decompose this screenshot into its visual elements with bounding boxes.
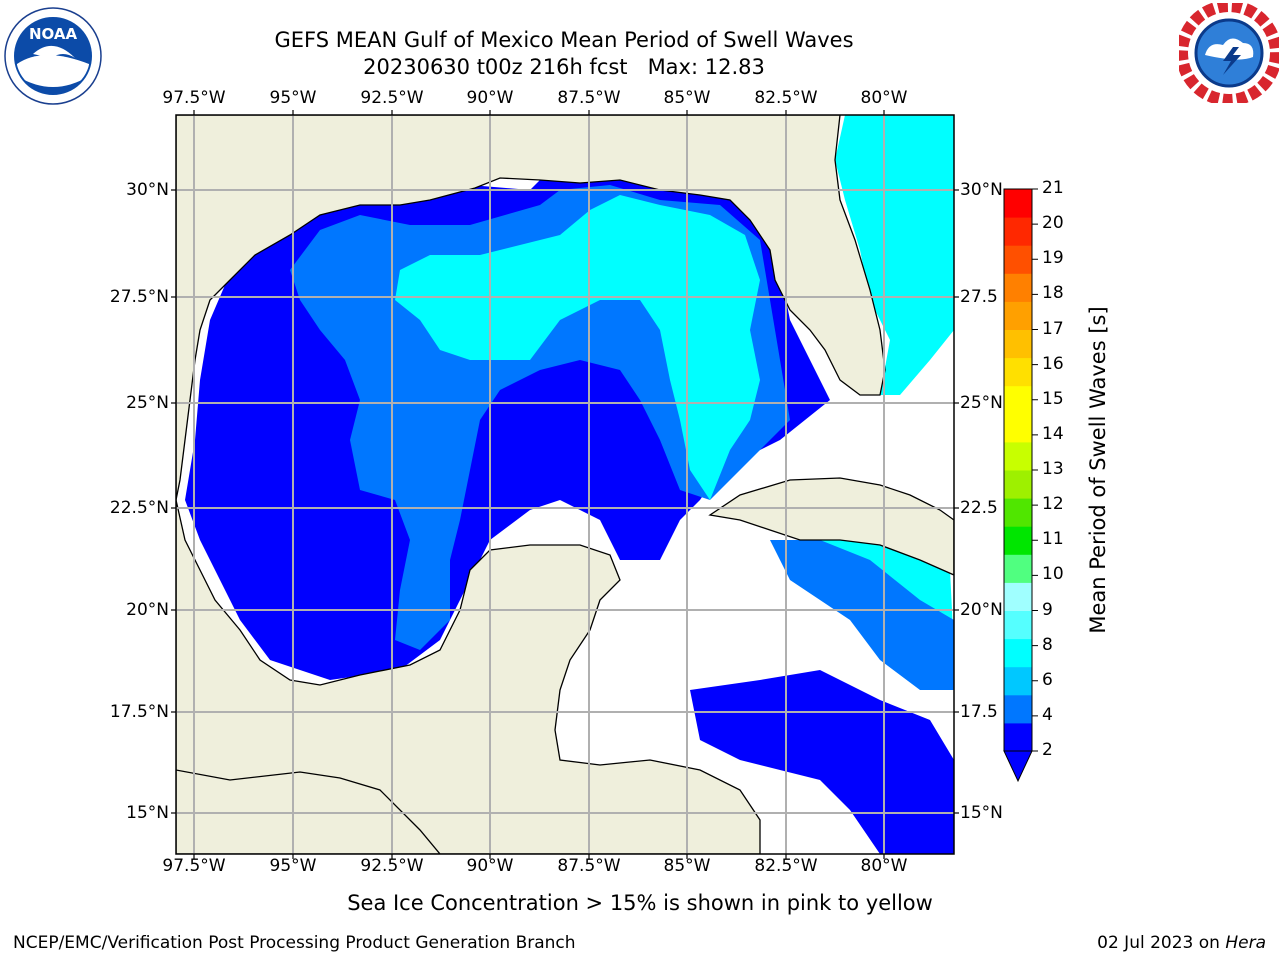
lat-label-left: 27.5°N <box>109 287 169 307</box>
lon-label-top: 85°W <box>663 88 711 108</box>
lon-label-top: 95°W <box>269 88 317 108</box>
land-mexico <box>176 499 761 854</box>
colorbar-swatch <box>1004 329 1032 359</box>
lon-label-bottom: 95°W <box>269 856 317 876</box>
noaa-logo-text: NOAA <box>29 25 78 43</box>
colorbar-tick-label: 20 <box>1042 213 1064 234</box>
lat-label-right: 25°N <box>960 393 1003 413</box>
colorbar-swatch <box>1004 722 1032 752</box>
colorbar <box>1003 188 1038 783</box>
lat-label-left: 20°N <box>126 600 169 620</box>
map-title: GEFS MEAN Gulf of Mexico Mean Period of … <box>274 28 854 52</box>
noaa-logo: NOAA <box>4 7 102 105</box>
footer-branch: NCEP/EMC/Verification Post Processing Pr… <box>13 933 576 953</box>
map-subtitle-forecast: 20230630 t00z 216h fcst Max: 12.83 <box>363 55 765 79</box>
lat-label-left: 17.5°N <box>109 702 169 722</box>
colorbar-swatch <box>1004 301 1032 330</box>
colorbar-swatch <box>1004 638 1032 668</box>
colorbar-swatch <box>1004 498 1032 527</box>
swell-field-6s <box>395 195 760 500</box>
swell-field-2s-caribbean <box>690 670 954 854</box>
colorbar-tick-label: 16 <box>1042 353 1064 374</box>
lon-label-bottom: 87.5°W <box>557 856 621 876</box>
lon-label-bottom: 80°W <box>860 856 908 876</box>
lon-label-top: 80°W <box>860 88 908 108</box>
colorbar-swatch <box>1004 582 1032 611</box>
colorbar-tick-label: 18 <box>1042 283 1064 304</box>
colorbar-swatch <box>1004 470 1032 499</box>
lon-label-top: 92.5°W <box>360 88 424 108</box>
colorbar-tick-label: 14 <box>1042 423 1064 444</box>
colorbar-tick-label: 15 <box>1042 388 1064 409</box>
lon-label-top: 97.5°W <box>162 88 226 108</box>
swell-field-4s-caribbean <box>770 540 954 690</box>
lon-label-top: 87.5°W <box>557 88 621 108</box>
colorbar-swatch <box>1004 666 1032 696</box>
colorbar-swatch <box>1004 554 1032 583</box>
colorbar-tick-label: 11 <box>1042 529 1064 550</box>
colorbar-tick-label: 21 <box>1042 178 1064 198</box>
map-frame <box>175 114 955 855</box>
lat-label-left: 15°N <box>126 803 169 823</box>
lon-label-bottom: 82.5°W <box>754 856 818 876</box>
lat-label-right: 27.5 <box>960 287 998 307</box>
colorbar-tick-label: 13 <box>1042 459 1064 479</box>
lon-label-bottom: 92.5°W <box>360 856 424 876</box>
colorbar-tick-label: 6 <box>1042 669 1053 690</box>
colorbar-swatch <box>1004 413 1032 443</box>
colorbar-swatch <box>1004 610 1032 640</box>
nws-logo <box>1179 3 1279 103</box>
colorbar-tick-label: 4 <box>1042 704 1053 725</box>
colorbar-tick-label: 9 <box>1042 599 1053 620</box>
lon-label-bottom: 85°W <box>663 856 711 876</box>
colorbar-swatch <box>1004 694 1032 724</box>
swell-field-6s-florida <box>835 115 954 395</box>
lon-label-bottom: 90°W <box>466 856 514 876</box>
colorbar-swatch <box>1004 357 1032 387</box>
lat-label-left: 30°N <box>126 180 169 200</box>
colorbar-swatch <box>1004 385 1032 415</box>
colorbar-tick-label: 19 <box>1042 248 1064 269</box>
footer-machine: Hera <box>1225 933 1266 953</box>
colorbar-tick-label: 10 <box>1042 564 1064 585</box>
colorbar-swatch <box>1004 189 1032 218</box>
colorbar-tick-label: 2 <box>1042 740 1053 760</box>
lat-label-right: 22.5 <box>960 498 998 518</box>
map-gridlines <box>176 115 954 854</box>
colorbar-swatch <box>1004 245 1032 274</box>
colorbar-title: Mean Period of Swell Waves [s] <box>1086 306 1110 634</box>
colorbar-tick-label: 17 <box>1042 318 1064 339</box>
colorbar-tick-label: 8 <box>1042 634 1053 655</box>
colorbar-swatch <box>1004 441 1032 471</box>
lat-label-left: 25°N <box>126 393 169 413</box>
sea-ice-note: Sea Ice Concentration > 15% is shown in … <box>347 891 933 915</box>
lat-label-right: 15°N <box>960 803 1003 823</box>
lat-label-right: 20°N <box>960 600 1003 620</box>
lat-label-left: 22.5°N <box>109 498 169 518</box>
colorbar-extend-arrow <box>1003 750 1033 783</box>
colorbar-swatch <box>1004 273 1032 302</box>
land-usa <box>176 115 886 501</box>
lon-label-top: 90°W <box>466 88 514 108</box>
colorbar-swatch <box>1004 526 1032 555</box>
footer-date-text: 02 Jul 2023 on <box>1097 933 1226 953</box>
footer-date: 02 Jul 2023 on Hera <box>1097 933 1266 953</box>
colorbar-tick-label: 12 <box>1042 494 1064 515</box>
lon-label-top: 82.5°W <box>754 88 818 108</box>
lat-label-right: 17.5 <box>960 702 998 722</box>
colorbar-swatch <box>1004 217 1032 246</box>
lon-label-bottom: 97.5°W <box>162 856 226 876</box>
lat-label-right: 30°N <box>960 180 1003 200</box>
